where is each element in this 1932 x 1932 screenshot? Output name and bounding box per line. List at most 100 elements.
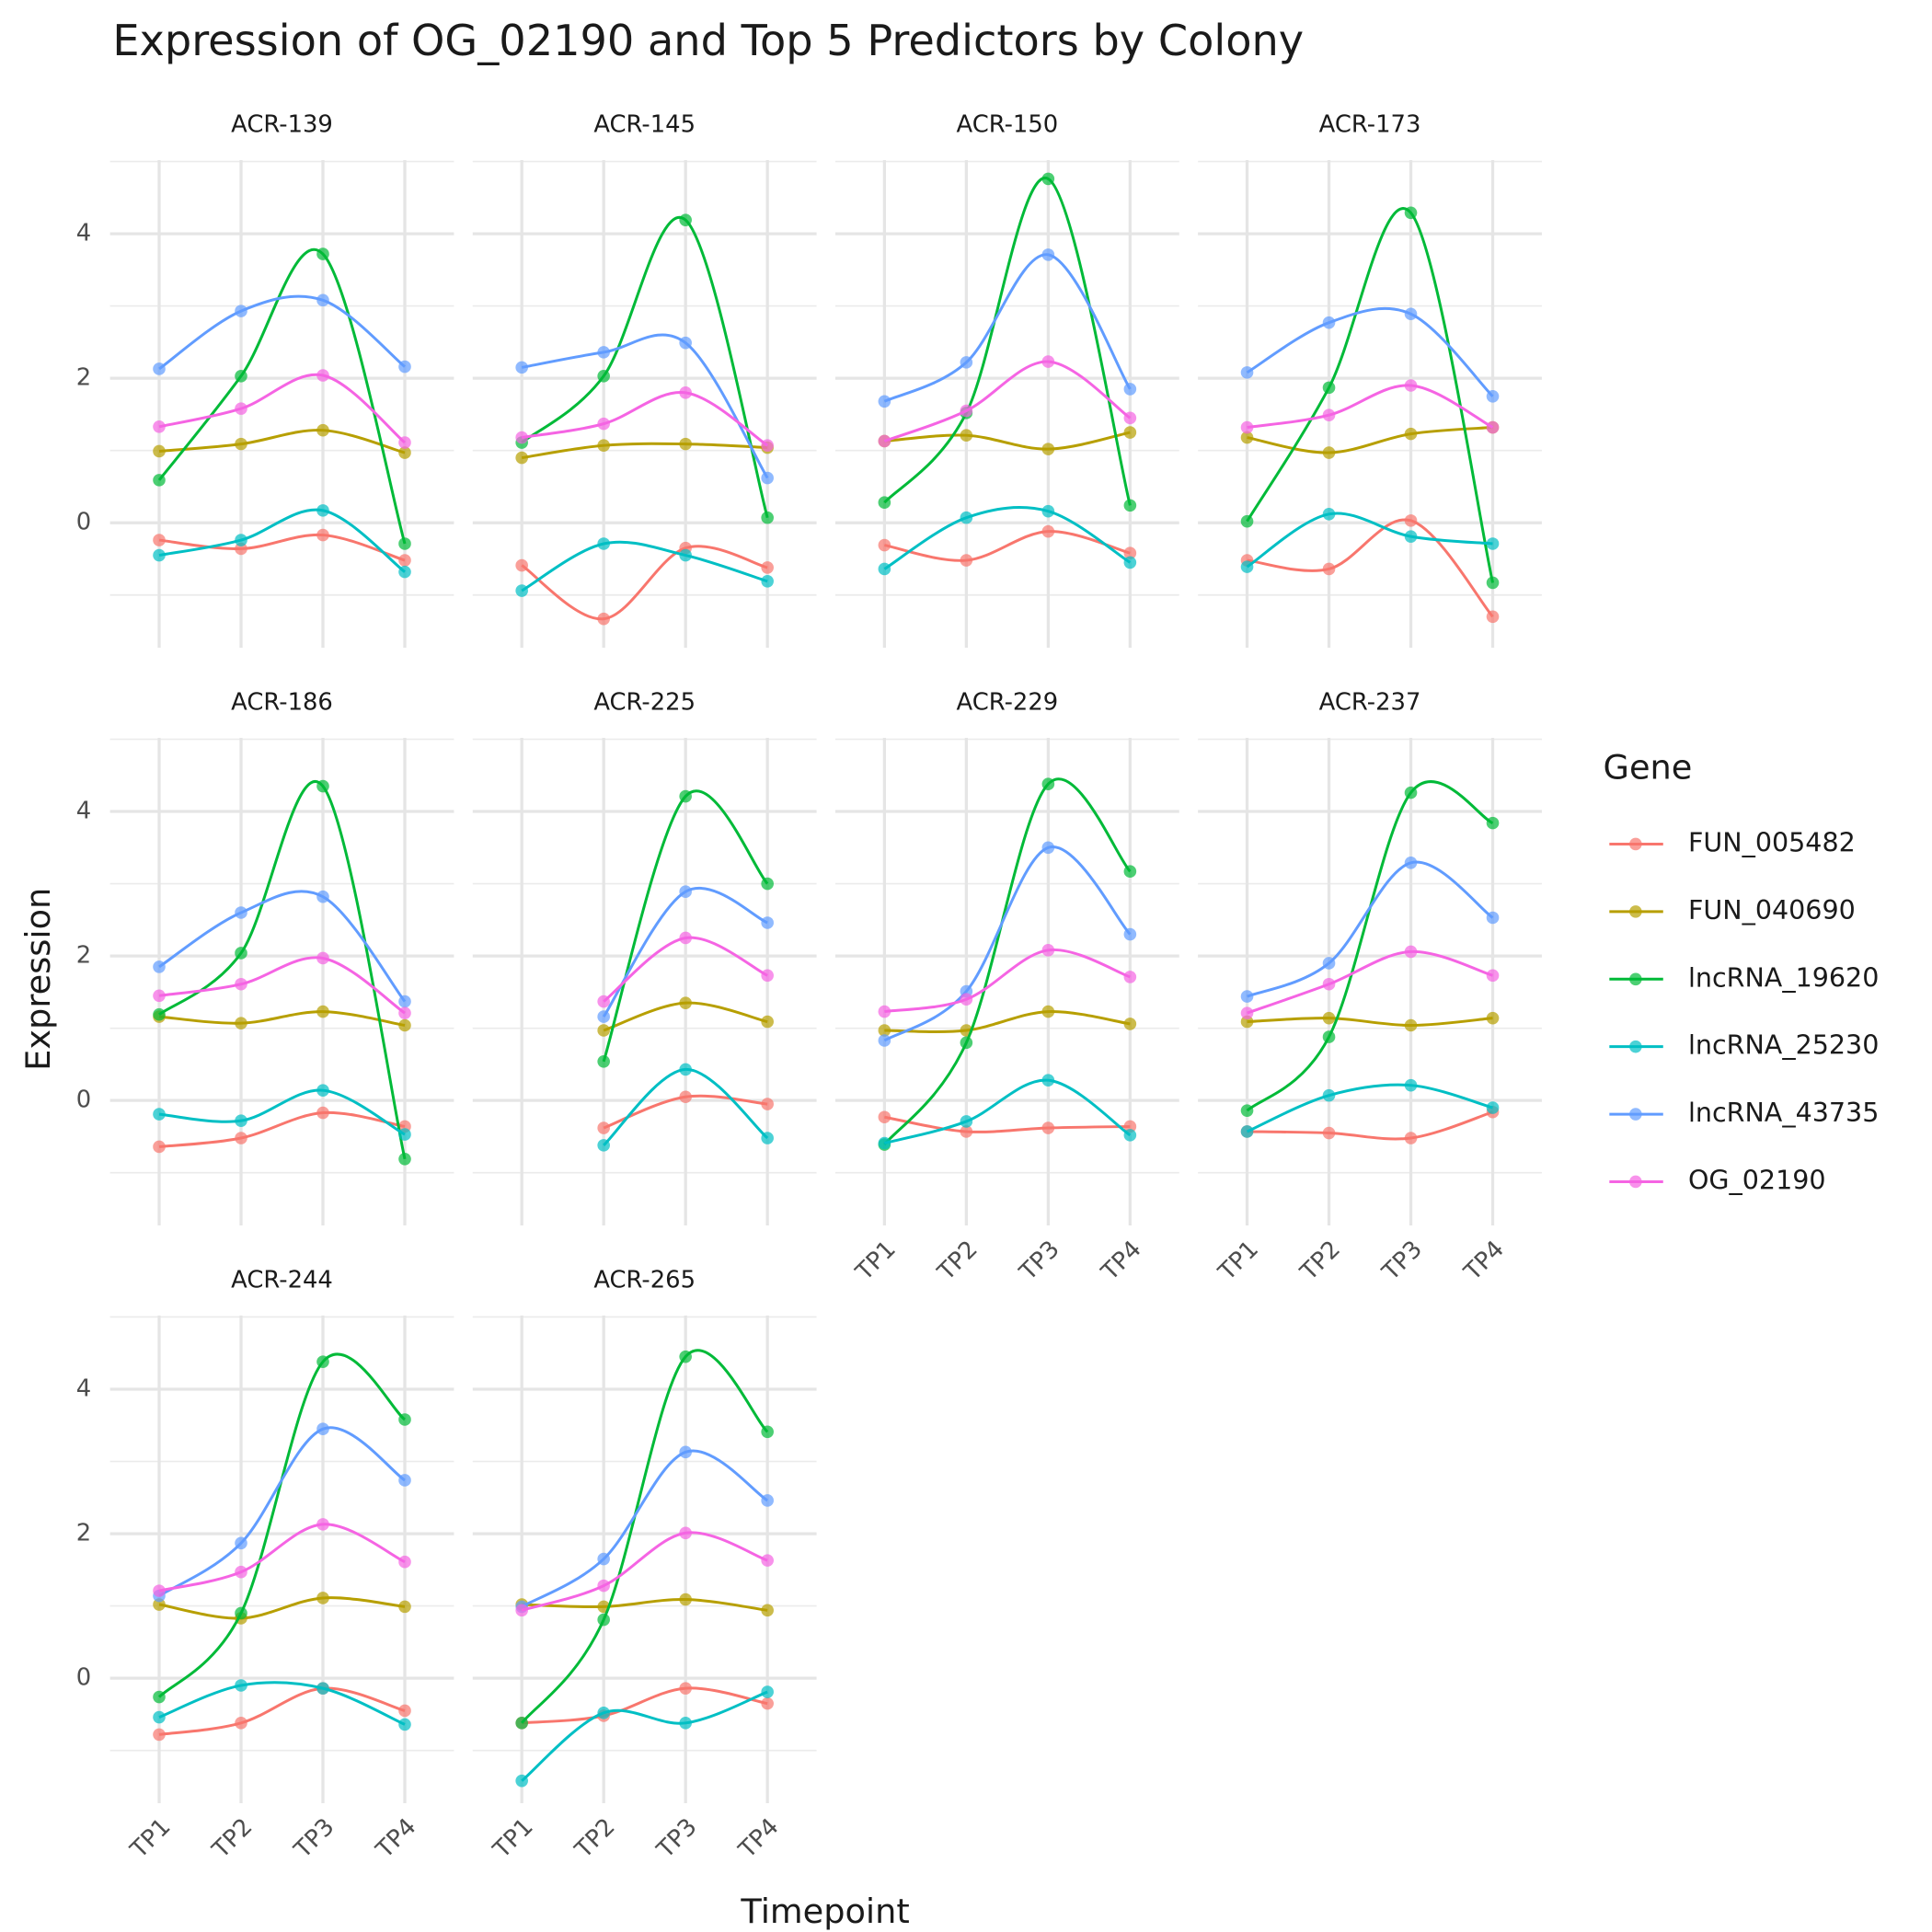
data-point — [679, 789, 692, 803]
series-line — [158, 780, 407, 1160]
data-point — [679, 1445, 692, 1459]
data-point — [597, 1024, 610, 1037]
data-point — [1404, 307, 1418, 321]
x-tick-label: TP4 — [371, 1813, 422, 1865]
legend-label: FUN_005482 — [1688, 827, 1856, 857]
series-line — [157, 248, 407, 545]
data-point — [679, 548, 692, 562]
series-line — [884, 530, 1131, 562]
data-point — [1486, 911, 1500, 925]
data-point — [878, 1136, 891, 1150]
data-point — [153, 1140, 166, 1154]
data-point — [878, 395, 891, 408]
data-point — [597, 995, 610, 1008]
x-tick-label: TP1 — [488, 1813, 539, 1865]
data-point — [1123, 556, 1137, 569]
data-point — [316, 528, 329, 542]
legend-marker — [1629, 1175, 1642, 1189]
y-tick-label: 4 — [76, 220, 91, 247]
chart-title: Expression of OG_02190 and Top 5 Predict… — [112, 16, 1304, 65]
data-point — [235, 1606, 247, 1620]
data-point — [398, 1718, 411, 1731]
series-line — [521, 545, 768, 621]
x-tick-label: TP2 — [207, 1813, 259, 1865]
data-point — [1041, 777, 1055, 790]
panel-title: ACR-139 — [231, 110, 333, 138]
data-point — [679, 437, 692, 451]
series-line — [521, 540, 768, 592]
data-point — [398, 995, 411, 1008]
panel-title: ACR-225 — [593, 688, 696, 716]
data-point — [960, 404, 973, 418]
data-point — [153, 1007, 166, 1021]
data-point — [235, 1679, 247, 1692]
data-point — [1322, 1011, 1336, 1025]
data-point — [1322, 507, 1336, 521]
data-point — [235, 542, 247, 556]
data-point — [878, 434, 891, 448]
data-point — [761, 969, 774, 983]
x-tick-label: TP4 — [733, 1813, 785, 1865]
data-point — [316, 1592, 329, 1604]
legend-marker — [1629, 1108, 1642, 1121]
data-point — [761, 1098, 774, 1110]
data-point — [235, 906, 247, 919]
data-point — [960, 356, 973, 369]
data-point — [761, 575, 774, 588]
data-point — [878, 538, 891, 552]
data-point — [515, 1604, 528, 1617]
legend-title: Gene — [1604, 747, 1693, 787]
data-point — [761, 1696, 774, 1710]
series-line — [1247, 384, 1494, 430]
data-point — [316, 1084, 329, 1097]
data-point — [597, 417, 610, 431]
x-tick-label: TP3 — [1376, 1236, 1428, 1287]
data-point — [235, 305, 247, 317]
data-point — [153, 534, 166, 546]
series-line — [521, 1349, 769, 1724]
data-point — [398, 1413, 411, 1426]
data-point — [316, 1518, 329, 1531]
series-line — [157, 1352, 406, 1698]
data-point — [761, 471, 774, 485]
data-point — [1240, 1015, 1254, 1029]
x-tick-label: TP1 — [1213, 1236, 1264, 1287]
data-point — [153, 444, 166, 458]
data-point — [878, 1005, 891, 1018]
data-point — [1404, 945, 1418, 959]
data-point — [761, 561, 774, 574]
data-point — [398, 554, 411, 567]
data-point — [1240, 560, 1254, 573]
data-point — [1486, 537, 1500, 550]
x-tick-label: TP2 — [932, 1236, 983, 1287]
data-point — [1486, 420, 1500, 434]
data-point — [515, 361, 528, 374]
data-point — [235, 437, 247, 451]
data-point — [515, 558, 528, 572]
data-point — [398, 1006, 411, 1019]
data-point — [1123, 499, 1137, 512]
series-line — [158, 1010, 406, 1027]
series-line — [158, 508, 406, 573]
data-point — [1123, 411, 1137, 425]
data-point — [316, 951, 329, 965]
panel-title: ACR-229 — [957, 688, 1059, 716]
series-line — [158, 1426, 406, 1597]
data-point — [1123, 927, 1137, 941]
data-point — [398, 360, 411, 374]
data-point — [1322, 1030, 1336, 1043]
data-point — [1404, 1018, 1418, 1032]
data-point — [235, 1017, 247, 1029]
series-line — [1247, 518, 1494, 618]
series-line — [158, 1681, 406, 1726]
data-point — [1041, 1074, 1055, 1087]
legend-marker — [1629, 1040, 1642, 1053]
legend-marker — [1629, 972, 1642, 986]
data-point — [597, 1613, 610, 1627]
data-point — [761, 1425, 774, 1439]
panel-title: ACR-145 — [593, 110, 696, 138]
x-tick-label: TP3 — [1014, 1236, 1065, 1287]
data-point — [1404, 1132, 1418, 1144]
data-point — [878, 1034, 891, 1047]
y-tick-label: 2 — [76, 1520, 91, 1547]
